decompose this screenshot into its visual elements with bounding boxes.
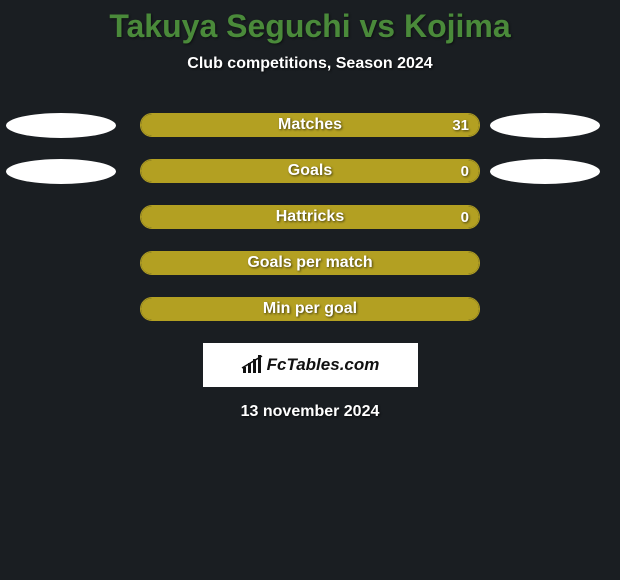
stat-label: Matches: [141, 114, 479, 136]
stat-row: Matches31: [0, 113, 620, 137]
barchart-icon: [241, 355, 265, 375]
date-text: 13 november 2024: [0, 403, 620, 421]
stat-label: Hattricks: [141, 206, 479, 228]
stat-bar: Goals0: [140, 159, 480, 183]
player-right-ellipse: [490, 113, 600, 138]
logo: FcTables.com: [241, 355, 380, 375]
logo-text: FcTables.com: [267, 355, 380, 375]
stat-value: 31: [452, 114, 469, 136]
page-title: Takuya Seguchi vs Kojima: [0, 8, 620, 45]
stat-bar: Min per goal: [140, 297, 480, 321]
stat-row: Hattricks0: [0, 205, 620, 229]
stat-label: Goals per match: [141, 252, 479, 274]
player-right-ellipse: [490, 159, 600, 184]
player-left-ellipse: [6, 159, 116, 184]
player-left-ellipse: [6, 113, 116, 138]
stat-bar: Hattricks0: [140, 205, 480, 229]
stat-row: Goals0: [0, 159, 620, 183]
stat-label: Goals: [141, 160, 479, 182]
stat-row: Min per goal: [0, 297, 620, 321]
stat-row: Goals per match: [0, 251, 620, 275]
stat-bar: Goals per match: [140, 251, 480, 275]
stat-value: 0: [461, 160, 469, 182]
subtitle: Club competitions, Season 2024: [0, 55, 620, 73]
logo-box: FcTables.com: [203, 343, 418, 387]
stat-rows: Matches31Goals0Hattricks0Goals per match…: [0, 113, 620, 321]
stat-bar: Matches31: [140, 113, 480, 137]
stat-label: Min per goal: [141, 298, 479, 320]
stat-value: 0: [461, 206, 469, 228]
